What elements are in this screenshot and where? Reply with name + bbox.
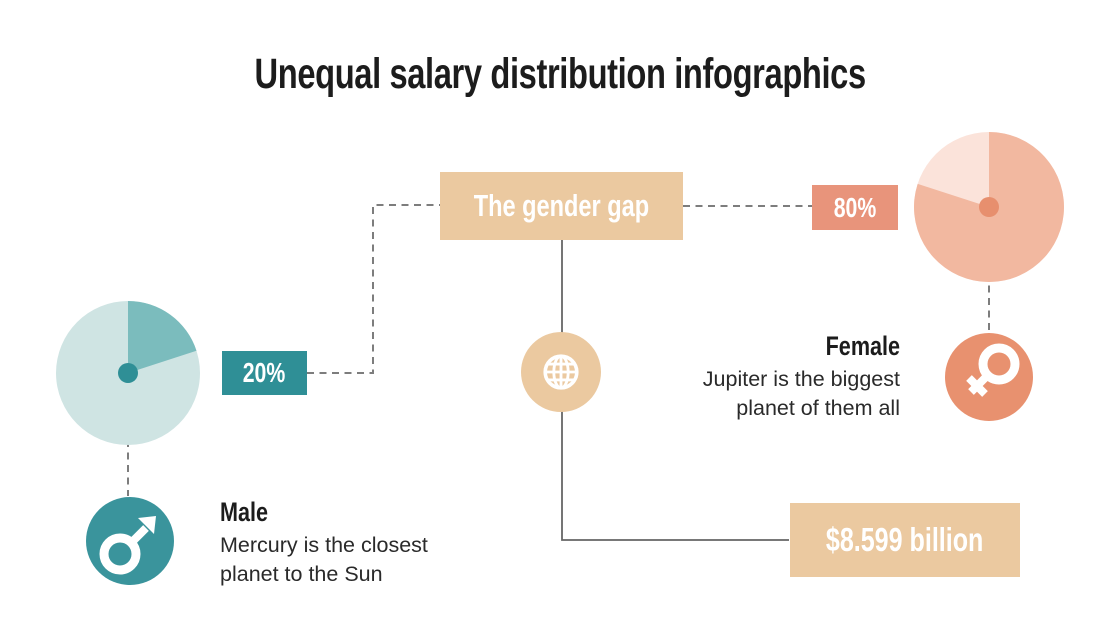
female-name-label: Female <box>825 331 900 361</box>
male-percent-badge: 20% <box>222 351 307 395</box>
female-label-block: Female Jupiter is the biggest planet of … <box>703 330 900 423</box>
female-percent-value: 80% <box>833 191 877 223</box>
male-percent-value: 20% <box>243 357 286 388</box>
globe-glyph <box>543 354 579 390</box>
slide-title: Unequal salary distribution infographics <box>0 50 1120 99</box>
male-pie-chart <box>56 301 200 445</box>
amount-box: $8.599 billion <box>790 503 1020 577</box>
slide-title-text: Unequal salary distribution infographics <box>254 50 866 98</box>
gender-gap-label-box: The gender gap <box>440 172 683 240</box>
male-symbol-icon <box>86 497 174 585</box>
male-label-block: Male Mercury is the closest planet to th… <box>220 496 428 589</box>
male-description: Mercury is the closest planet to the Sun <box>220 533 428 586</box>
connector-male-badge-to-gap <box>307 204 440 374</box>
female-symbol-icon <box>945 333 1033 421</box>
male-name-label: Male <box>220 497 269 527</box>
gender-gap-label: The gender gap <box>473 188 650 223</box>
female-pie-chart <box>914 132 1064 282</box>
amount-value: $8.599 billion <box>826 521 984 558</box>
globe-icon <box>521 332 601 412</box>
female-percent-badge: 80% <box>812 185 898 230</box>
female-glyph <box>966 343 1020 397</box>
male-glyph <box>99 516 156 575</box>
female-description: Jupiter is the biggest planet of them al… <box>702 367 900 420</box>
